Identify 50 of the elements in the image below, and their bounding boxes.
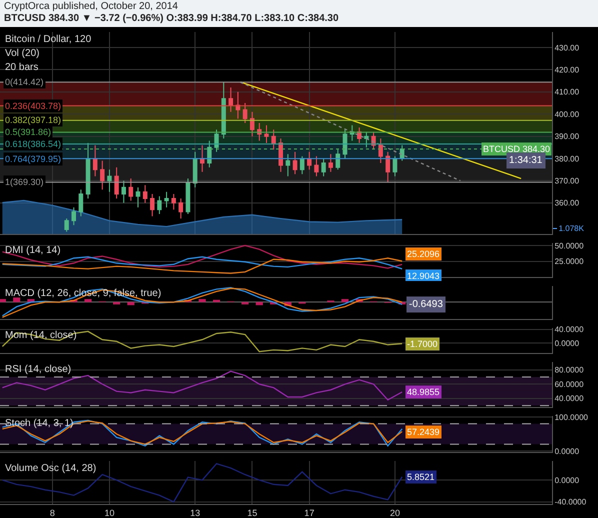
x-tick-label: 8	[50, 508, 55, 518]
chart-subtitle: BTCUSD 384.30 ▼ −3.72 (−0.96%) O:383.99 H:384.70 L:383.10 C:384.30	[4, 13, 340, 25]
annotation: 1:34:31	[509, 155, 543, 166]
x-tick-label: 10	[104, 508, 114, 518]
ref-line-label: 0.382(397.18)	[5, 115, 62, 125]
ref-line-label: 0.764(379.95)	[5, 154, 62, 164]
y-tick-label: 400.00	[554, 110, 580, 119]
y-tick-label: 0.0000	[554, 476, 580, 485]
y-tick-label: 100.0000	[554, 412, 589, 422]
ref-line-label: 0.236(403.78)	[5, 101, 62, 111]
x-tick-label: 20	[390, 508, 400, 518]
ref-line-label: 0.5(391.86)	[5, 127, 52, 137]
ref-line-label: BTCUSD 384.30	[483, 144, 550, 154]
data-label: 5.8521	[407, 472, 435, 482]
data-label: 25.2096	[407, 249, 440, 259]
chart-title: Volume Osc (14, 28)	[5, 463, 96, 474]
data-label: -1.7000	[407, 339, 438, 349]
annotation: -0.6493	[409, 299, 444, 310]
chart-title: CryptOrca published, October 20, 2014	[4, 1, 179, 13]
annotation: Bitcoin / Dollar, 120	[5, 34, 92, 45]
y-tick-label: 410.00	[554, 88, 580, 97]
annotation: Vol (20)	[5, 48, 40, 59]
y-tick-label: 60.0000	[554, 380, 584, 389]
y-tick-label: 380.00	[554, 154, 580, 164]
y-tick-label: 40.0000	[554, 394, 584, 404]
annotation: 20 bars	[5, 62, 38, 73]
y-tick-label: 0.0000	[554, 446, 580, 456]
y-tick-label: 40.0000	[554, 325, 584, 334]
x-tick-label: 15	[247, 508, 258, 518]
ref-line-label: 0.618(386.54)	[5, 139, 62, 149]
y-tick-label: 50.0000	[554, 241, 584, 250]
data-label: 57.2439	[407, 427, 440, 437]
y-tick-label: 430.00	[554, 43, 580, 52]
y-tick-label: 390.00	[554, 132, 580, 142]
chart-title: RSI (14, close)	[5, 364, 72, 375]
y-tick-label: 25.0000	[554, 257, 584, 266]
y-tick-label: 370.00	[554, 176, 580, 186]
data-label: 12.9043	[407, 271, 440, 281]
y2-tick-label: 1.078K	[558, 224, 585, 234]
y-tick-label: 80.0000	[554, 366, 584, 375]
chart-title: DMI (14, 14)	[5, 245, 61, 256]
ref-line-label: 0(414.42)	[5, 77, 44, 87]
x-tick-label: 13	[190, 508, 200, 518]
data-label: 48.9855	[407, 387, 440, 397]
y-tick-label: -40.0000	[554, 498, 587, 507]
y-tick-label: 420.00	[554, 66, 580, 75]
y-tick-label: 0.0000	[554, 338, 580, 348]
y-tick-label: 360.00	[554, 198, 580, 208]
x-tick-label: 17	[304, 508, 314, 518]
ref-line-label: 1(369.30)	[5, 177, 44, 187]
